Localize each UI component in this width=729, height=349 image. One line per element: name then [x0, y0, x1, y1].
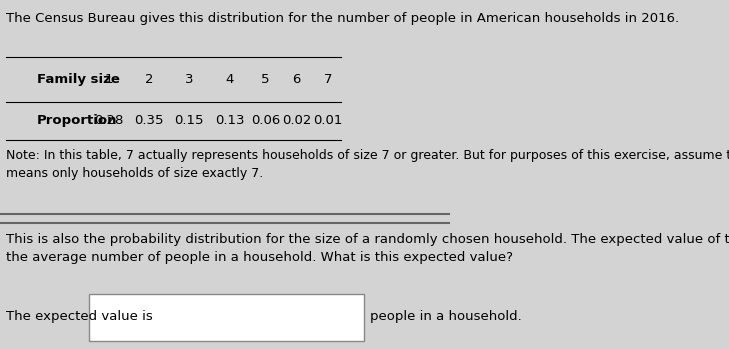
- Text: 2: 2: [145, 73, 153, 86]
- Text: 1: 1: [104, 73, 113, 86]
- Text: Note: In this table, 7 actually represents households of size 7 or greater. But : Note: In this table, 7 actually represen…: [6, 149, 729, 179]
- Text: 0.13: 0.13: [215, 114, 244, 127]
- Text: The Census Bureau gives this distribution for the number of people in American h: The Census Bureau gives this distributio…: [6, 12, 679, 25]
- Text: 5: 5: [261, 73, 270, 86]
- Text: 0.35: 0.35: [134, 114, 164, 127]
- FancyBboxPatch shape: [89, 294, 364, 341]
- Text: 4: 4: [225, 73, 234, 86]
- Text: 3: 3: [185, 73, 193, 86]
- Text: 7: 7: [324, 73, 332, 86]
- Text: 0.06: 0.06: [251, 114, 280, 127]
- Text: Family size: Family size: [37, 73, 120, 86]
- Text: people in a household.: people in a household.: [370, 310, 522, 323]
- Text: This is also the probability distribution for the size of a randomly chosen hous: This is also the probability distributio…: [6, 233, 729, 264]
- Text: 6: 6: [292, 73, 301, 86]
- Text: 0.02: 0.02: [282, 114, 311, 127]
- Text: Proportion: Proportion: [37, 114, 117, 127]
- Text: The expected value is: The expected value is: [6, 310, 152, 323]
- Text: 0.28: 0.28: [94, 114, 123, 127]
- Text: 0.15: 0.15: [174, 114, 204, 127]
- Text: 0.01: 0.01: [313, 114, 343, 127]
